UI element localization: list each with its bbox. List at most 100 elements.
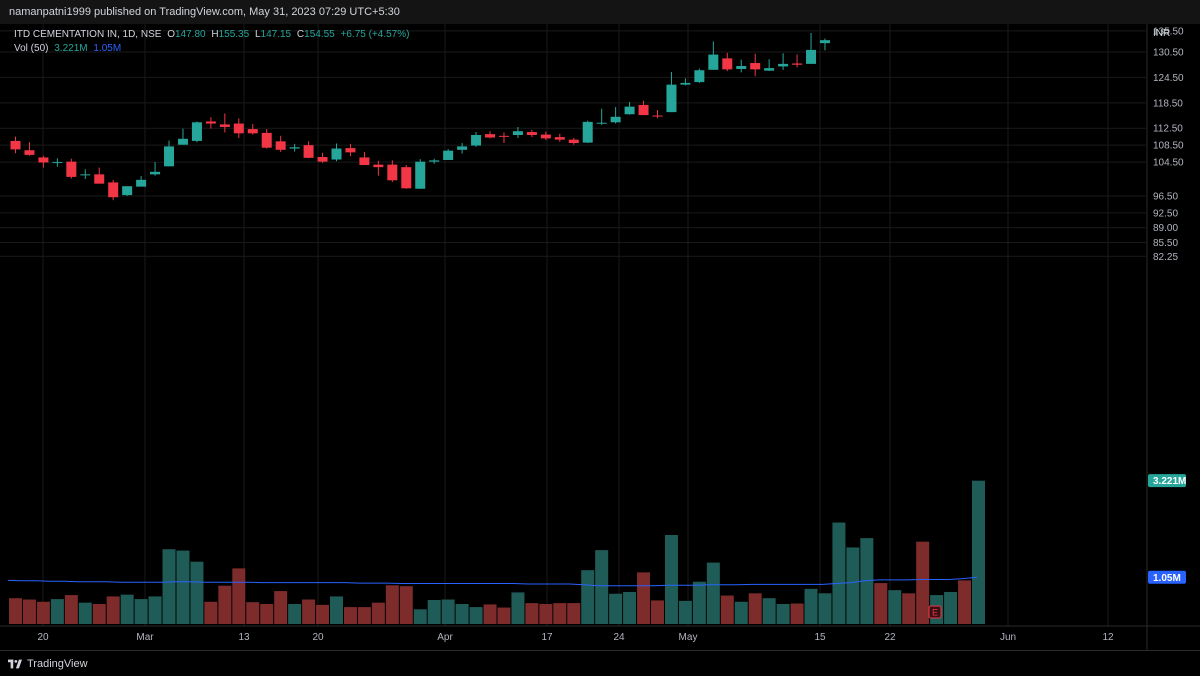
candle-body — [122, 186, 133, 196]
volume-bar — [413, 609, 427, 624]
candle-body — [247, 129, 258, 134]
candle-body — [624, 106, 635, 115]
x-tick-label: 12 — [1102, 632, 1114, 643]
y-tick-label: 85.50 — [1153, 238, 1178, 249]
candle-body — [387, 164, 398, 181]
candle-body — [233, 123, 244, 134]
y-tick-label: 82.25 — [1153, 252, 1178, 263]
x-tick-label: May — [679, 632, 698, 643]
candle-body — [205, 121, 216, 124]
candle-body — [666, 84, 677, 113]
candle-body — [596, 122, 607, 124]
x-tick-label: Apr — [437, 632, 453, 643]
legend-close-label: C — [296, 29, 305, 40]
candle-body — [415, 161, 426, 189]
candle-body — [680, 82, 691, 85]
y-tick-label: 104.50 — [1153, 158, 1184, 169]
candle-body — [750, 63, 761, 70]
volume-bar — [302, 599, 316, 624]
candle-body — [778, 63, 789, 67]
volume-bar — [818, 593, 832, 624]
publish-header: namanpatni1999 published on TradingView.… — [0, 0, 1200, 25]
candle-body — [806, 49, 817, 64]
legend-volume-value: 3.221M — [54, 43, 88, 54]
volume-bar — [678, 600, 692, 624]
legend-volume-ma: 1.05M — [93, 43, 122, 54]
volume-bar — [316, 604, 330, 624]
volume-bar — [804, 588, 818, 624]
volume-bar — [330, 596, 343, 624]
volume-bar — [539, 603, 553, 624]
tradingview-brand: TradingView — [27, 658, 88, 670]
earnings-marker-label: E — [932, 608, 938, 618]
chart-frame[interactable]: 185.00175.00167.00159.00151.00143.00135.… — [0, 24, 1200, 651]
candle-body — [443, 150, 454, 160]
candle-body — [512, 131, 523, 135]
chart-canvas[interactable]: 185.00175.00167.00159.00151.00143.00135.… — [0, 24, 1200, 650]
volume-bar — [120, 594, 134, 624]
volume-bar — [190, 561, 204, 624]
volume-bar — [497, 607, 511, 624]
volume-bar — [706, 562, 720, 624]
volume-bar — [734, 601, 748, 624]
legend-close: 154.55 — [304, 29, 335, 40]
volume-bar — [36, 601, 50, 624]
candle-body — [261, 132, 272, 148]
volume-bar — [664, 535, 678, 624]
candle-body — [66, 161, 77, 177]
volume-bar — [441, 599, 455, 624]
volume-bar — [525, 603, 539, 624]
y-tick-label: 96.50 — [1153, 191, 1178, 202]
volume-bar — [204, 601, 218, 624]
volume-bar — [288, 603, 302, 624]
volume-bar — [134, 599, 148, 624]
volume-bar — [888, 590, 902, 624]
volume-bar — [385, 585, 399, 624]
candle-body — [275, 141, 286, 150]
legend-volume-label[interactable]: Vol (50) — [14, 43, 49, 54]
candle-body — [80, 174, 91, 176]
candle-body — [24, 150, 35, 155]
x-tick-label: 13 — [238, 632, 250, 643]
x-tick-label: 17 — [541, 632, 553, 643]
volume-bar — [748, 593, 762, 624]
legend-volume-row: Vol (50) 3.221M 1.05M — [14, 42, 412, 56]
y-tick-label: 89.00 — [1153, 223, 1178, 234]
candle-body — [373, 164, 384, 168]
volume-ma-line — [7, 576, 978, 587]
volume-bar — [846, 547, 860, 624]
candle-body — [345, 148, 356, 153]
legend-high-label: H — [211, 29, 219, 40]
volume-bar — [232, 568, 246, 624]
publisher-text: namanpatni1999 published on TradingView.… — [9, 6, 400, 18]
y-tick-label: 108.50 — [1153, 141, 1184, 152]
legend-low: 147.15 — [260, 29, 292, 40]
candle-body — [694, 70, 705, 83]
x-tick-label: 22 — [884, 632, 896, 643]
volume-bar — [692, 581, 706, 624]
volume-bar — [595, 550, 609, 624]
volume-bar — [553, 603, 567, 624]
volume-bar — [106, 596, 120, 624]
candle-body — [10, 140, 21, 150]
tradingview-logo[interactable]: TradingView — [8, 658, 88, 670]
volume-bar — [218, 585, 232, 624]
legend-symbol[interactable]: ITD CEMENTATION IN, 1D, NSE — [14, 29, 162, 40]
candle-body — [177, 138, 188, 145]
volume-bar — [832, 522, 846, 624]
candle-body — [819, 40, 830, 44]
candle-body — [485, 134, 496, 138]
candle-body — [38, 157, 49, 163]
price-tag-label-volume_ma: 1.05M — [1153, 573, 1181, 584]
legend-low-label: L — [254, 29, 261, 40]
y-tick-label: 92.50 — [1153, 208, 1178, 219]
candle-body — [652, 115, 663, 117]
candle-body — [94, 174, 105, 184]
price-tag-label-volume: 3.221M — [1153, 476, 1186, 487]
currency-label[interactable]: INR — [1153, 28, 1171, 39]
y-tick-label: 130.50 — [1153, 48, 1184, 59]
candle-body — [219, 124, 230, 127]
volume-bar — [567, 603, 581, 624]
candle-body — [52, 162, 63, 164]
volume-bar — [944, 591, 958, 624]
